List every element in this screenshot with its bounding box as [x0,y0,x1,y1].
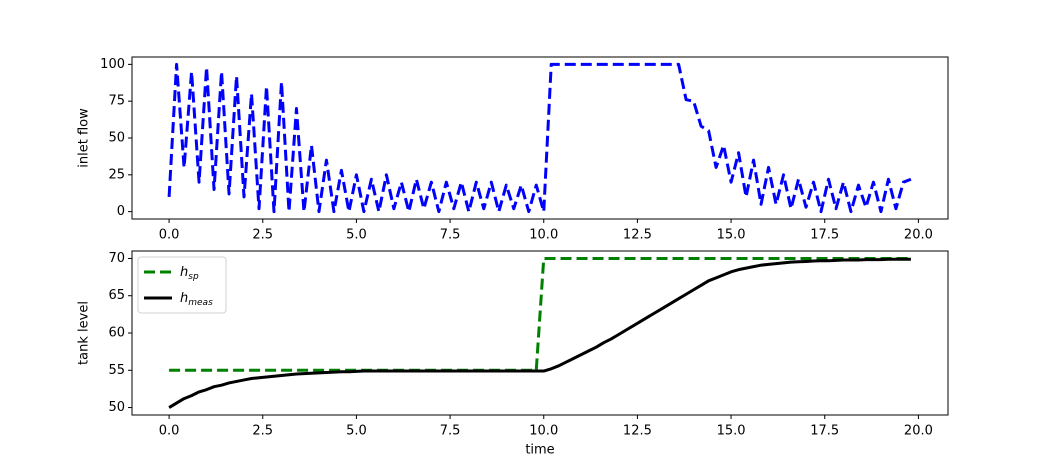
y-tick-label: 70 [108,251,125,266]
y-tick-label: 75 [108,94,125,109]
legend: hsp hmeas [137,256,227,314]
x-tick-label: 17.5 [810,424,839,439]
x-tick-label: 2.5 [252,228,273,243]
y-tick-label: 65 [108,288,125,303]
axes-frame [131,250,949,416]
x-tick-label: 12.5 [623,228,652,243]
x-tick-label: 12.5 [623,424,652,439]
x-tick-label: 20.0 [904,228,933,243]
data-line [168,257,911,409]
y-axis-label: tank level [77,301,92,365]
x-tick-label: 5.0 [346,228,367,243]
x-tick-label: 0.0 [159,228,180,243]
x-tick-label: 7.5 [440,424,461,439]
x-tick-label: 10.0 [529,424,558,439]
y-tick-label: 0 [117,204,125,219]
x-tick-label: 17.5 [810,228,839,243]
y-tick-label: 50 [108,131,125,146]
y-tick-label: 100 [100,57,125,72]
x-tick-label: 10.0 [529,228,558,243]
y-tick-label: 60 [108,326,125,341]
axes-frame [131,56,949,220]
y-tick-label: 55 [108,363,125,378]
y-tick-label: 50 [108,400,125,415]
x-tick-label: 5.0 [346,424,367,439]
y-tick-label: 25 [108,167,125,182]
legend-label: hmeas [180,291,213,308]
x-tick-label: 7.5 [440,228,461,243]
data-line [167,62,912,214]
x-tick-label: 15.0 [717,424,746,439]
x-axis-label: time [525,443,554,458]
x-tick-label: 15.0 [717,228,746,243]
x-tick-label: 0.0 [159,424,180,439]
x-tick-label: 2.5 [252,424,273,439]
y-axis-label: inlet flow [77,108,92,168]
data-line [169,256,911,372]
legend-label: hsp [180,265,199,282]
x-tick-label: 20.0 [904,424,933,439]
